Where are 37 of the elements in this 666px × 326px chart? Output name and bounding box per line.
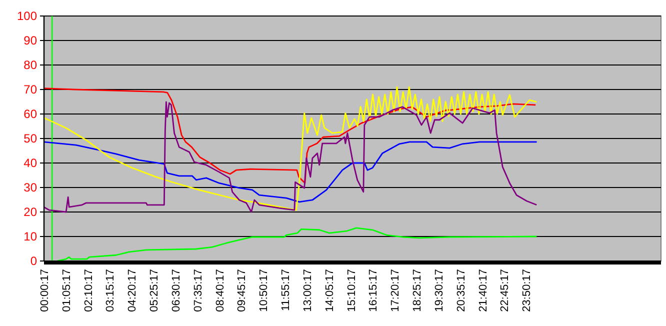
y-tick-label: 50	[24, 132, 38, 146]
x-tick-label: 19:30:17	[433, 269, 446, 312]
x-tick-label: 01:05:17	[60, 269, 73, 312]
y-tick-label: 70	[24, 82, 38, 97]
y-tick-label: 10	[24, 230, 38, 244]
y-tick-label: 40	[24, 156, 38, 170]
x-tick-label: 06:30:17	[170, 269, 182, 312]
x-tick-label: 08:40:17	[214, 269, 226, 312]
y-tick-label: 90	[24, 34, 38, 48]
x-tick-label: 09:45:17	[236, 269, 248, 312]
x-tick-label: 03:15:17	[104, 269, 117, 312]
y-tick-label: 80	[24, 58, 38, 72]
y-tick-label: 60	[24, 107, 38, 122]
x-tick-label: 21:40:17	[477, 269, 490, 312]
x-tick-label: 22:45:17	[499, 269, 512, 312]
x-tick-label: 13:00:17	[302, 269, 314, 312]
x-tick-label: 15:10:17	[346, 269, 358, 312]
y-tick-label: 30	[24, 180, 38, 195]
x-tick-label: 18:25:17	[412, 269, 424, 312]
line-series	[56, 227, 538, 262]
y-tick-label: 20	[24, 205, 38, 220]
y-tick-label: 0	[30, 254, 38, 268]
x-tick-label: 04:20:17	[126, 269, 139, 312]
x-tick-label: 16:15:17	[368, 269, 380, 312]
x-tick-label: 11:55:17	[280, 269, 292, 312]
x-tick-label: 07:35:17	[192, 269, 204, 312]
x-tick-label: 10:50:17	[258, 269, 270, 312]
x-tick-label: 17:20:17	[390, 269, 402, 312]
line-series	[43, 88, 536, 184]
x-tick-label: 02:10:17	[82, 269, 95, 312]
y-tick-label: 100	[16, 9, 38, 24]
x-tick-label: 14:05:17	[324, 269, 336, 312]
x-tick-label: 05:25:17	[148, 269, 161, 312]
x-tick-label: 20:35:17	[455, 269, 468, 312]
x-tick-label: 23:50:17	[521, 269, 534, 312]
x-tick-label: 00:00:17	[38, 269, 51, 312]
line-series	[43, 141, 538, 203]
